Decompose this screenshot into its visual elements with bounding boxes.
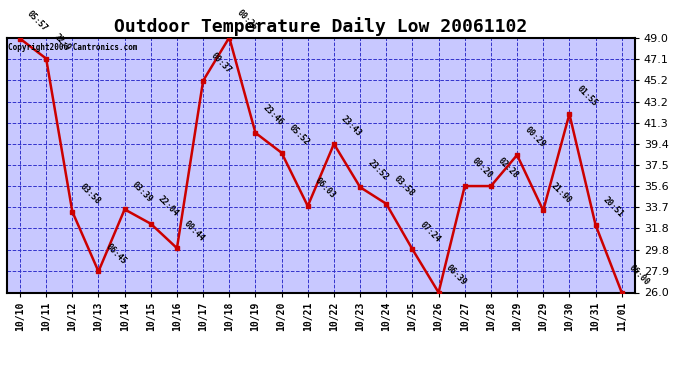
Text: 23:52: 23:52 [366,158,390,182]
Text: 23:43: 23:43 [339,114,364,138]
Text: 06:00: 06:00 [627,263,651,287]
Text: 00:20: 00:20 [471,156,494,180]
Title: Outdoor Temperature Daily Low 20061102: Outdoor Temperature Daily Low 20061102 [115,17,527,36]
Text: 00:29: 00:29 [522,125,546,150]
Text: 03:58: 03:58 [78,182,102,206]
Text: 06:45: 06:45 [104,242,128,266]
Text: 22:04: 22:04 [157,194,180,218]
Text: Copyright2006 Cantronics.com: Copyright2006 Cantronics.com [8,43,138,52]
Text: 05:52: 05:52 [287,123,311,147]
Text: 03:39: 03:39 [130,180,155,204]
Text: 22:9: 22:9 [52,33,72,53]
Text: 03:58: 03:58 [392,174,416,198]
Text: 00:37: 00:37 [208,51,233,75]
Text: 07:24: 07:24 [418,220,442,244]
Text: 06:03: 06:03 [313,176,337,201]
Text: 00:25: 00:25 [235,8,259,32]
Text: 21:90: 21:90 [549,181,573,205]
Text: 20:51: 20:51 [601,195,625,219]
Text: 05:57: 05:57 [26,9,50,33]
Text: 06:39: 06:39 [444,263,469,287]
Text: 01:55: 01:55 [575,84,599,108]
Text: 00:44: 00:44 [183,219,206,243]
Text: 02:28: 02:28 [497,156,520,180]
Text: 23:46: 23:46 [261,103,285,127]
